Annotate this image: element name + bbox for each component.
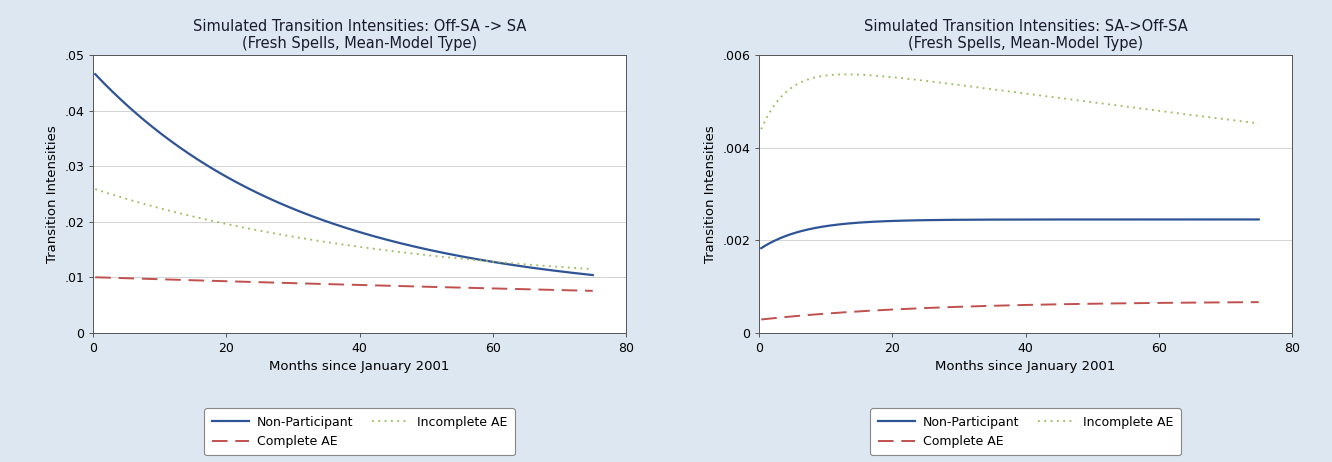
X-axis label: Months since January 2001: Months since January 2001	[269, 360, 450, 373]
Legend: Non-Participant, Complete AE, Incomplete AE: Non-Participant, Complete AE, Incomplete…	[870, 408, 1181, 456]
Y-axis label: Transition Intensities: Transition Intensities	[703, 125, 717, 263]
Legend: Non-Participant, Complete AE, Incomplete AE: Non-Participant, Complete AE, Incomplete…	[204, 408, 515, 456]
Title: Simulated Transition Intensities: SA->Off-SA
(Fresh Spells, Mean-Model Type): Simulated Transition Intensities: SA->Of…	[863, 19, 1188, 51]
Y-axis label: Transition Intensities: Transition Intensities	[45, 125, 59, 263]
Title: Simulated Transition Intensities: Off-SA -> SA
(Fresh Spells, Mean-Model Type): Simulated Transition Intensities: Off-SA…	[193, 19, 526, 51]
X-axis label: Months since January 2001: Months since January 2001	[935, 360, 1116, 373]
